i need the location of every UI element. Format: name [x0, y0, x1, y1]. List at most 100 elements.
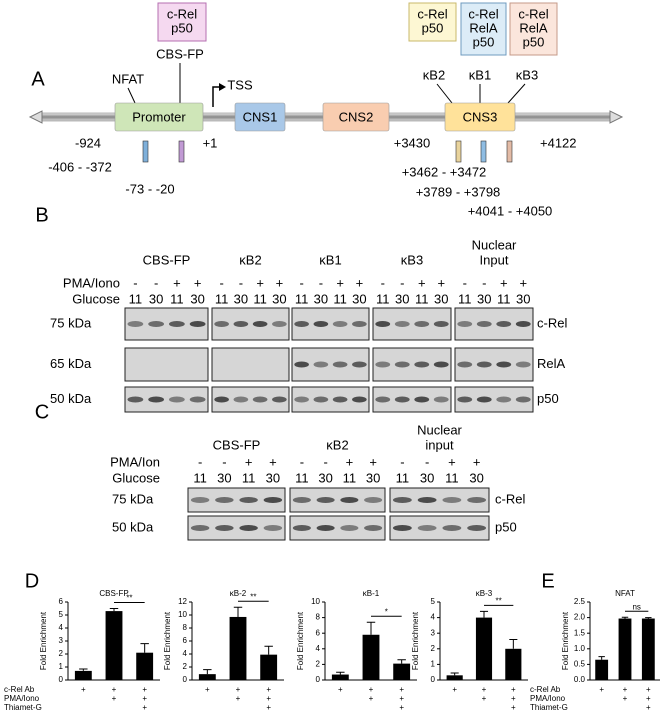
row-label: Glucose: [112, 470, 160, 485]
y-tick-label: 6: [183, 636, 188, 645]
pma-sign: -: [219, 275, 223, 290]
y-tick-label: 4: [316, 644, 321, 653]
group-label: Input: [480, 252, 509, 267]
treatment-mark: +: [236, 685, 241, 694]
pma-sign: -: [323, 454, 327, 469]
treatment-label: Thiamet-G: [4, 703, 42, 712]
y-axis-label: Fold Enrichment: [39, 611, 48, 670]
position-label: +4041 - +4050: [468, 203, 553, 218]
error-bar: [264, 645, 273, 655]
position-label: -924: [75, 135, 101, 150]
glucose-value: 30: [234, 291, 248, 306]
glucose-value: 30: [516, 291, 530, 306]
glucose-value: 30: [434, 291, 448, 306]
band: [148, 321, 165, 327]
band: [233, 321, 249, 327]
band: [214, 396, 229, 403]
pma-sign: -: [400, 275, 404, 290]
blot: [124, 347, 209, 382]
treatment-mark: +: [646, 685, 651, 694]
panel-label: A: [31, 68, 45, 90]
site-label: κB1: [469, 67, 491, 82]
treatment-mark: +: [646, 694, 651, 703]
glucose-value: 11: [497, 291, 511, 306]
band: [476, 321, 492, 327]
glucose-value: 30: [217, 470, 231, 485]
row-label: PMA/Iono: [63, 275, 120, 290]
error-bar: [621, 616, 629, 619]
band: [375, 321, 391, 327]
band: [352, 321, 367, 327]
bar: [475, 617, 493, 680]
band: [190, 497, 210, 503]
pma-sign: +: [437, 275, 445, 290]
y-tick-label: 8: [183, 623, 188, 632]
band: [414, 396, 430, 403]
y-axis-label: Fold Enrichment: [163, 611, 172, 670]
treatment-mark: +: [266, 694, 271, 703]
glucose-value: 30: [420, 470, 434, 485]
factor-box: [408, 2, 457, 42]
glucose-value: 11: [376, 291, 390, 306]
error-bar: [366, 621, 376, 635]
connector: [127, 87, 136, 104]
bar: [198, 674, 216, 680]
pma-sign: -: [319, 275, 323, 290]
pma-sign: -: [222, 454, 226, 469]
y-tick-label: 10: [178, 610, 187, 619]
error-bar: [79, 668, 88, 671]
y-tick-label: 5: [431, 597, 436, 606]
band: [239, 497, 258, 503]
glucose-value: 30: [190, 291, 204, 306]
band: [313, 321, 329, 327]
error-bar: [598, 656, 605, 660]
band: [148, 396, 165, 403]
pma-sign: +: [369, 454, 377, 469]
glucose-value: 30: [318, 470, 332, 485]
band: [263, 497, 283, 503]
y-tick-label: 3: [59, 636, 64, 645]
y-tick-label: 1: [431, 660, 436, 669]
site-label: TSS: [227, 77, 253, 92]
panel-label: D: [25, 570, 39, 592]
band: [433, 321, 449, 327]
treatment-label: c-Rel Ab: [4, 685, 35, 694]
treatment-mark: +: [399, 703, 404, 712]
error-bar: [233, 606, 243, 617]
band: [313, 361, 329, 368]
band: [433, 396, 449, 403]
band: [340, 497, 359, 503]
y-tick-label: 2.0: [574, 613, 586, 622]
glucose-value: 30: [352, 291, 366, 306]
connector: [436, 83, 453, 104]
position-label: -406 - -372: [48, 159, 112, 174]
band: [316, 497, 335, 503]
region-box: [114, 102, 204, 132]
pma-sign: -: [381, 275, 385, 290]
band: [189, 396, 206, 403]
treatment-mark: +: [482, 685, 487, 694]
panel-label: C: [35, 401, 49, 423]
pma-sign: +: [418, 275, 426, 290]
chart-title: κB-1: [363, 589, 380, 598]
band: [233, 396, 249, 403]
bar: [229, 616, 247, 680]
blot: [211, 347, 290, 382]
y-tick-label: 0.0: [574, 675, 586, 684]
band: [442, 525, 462, 531]
pma-sign: -: [239, 275, 243, 290]
y-tick-label: 8: [316, 613, 321, 622]
y-tick-label: 6: [316, 628, 321, 637]
treatment-mark: +: [81, 685, 86, 694]
band: [294, 321, 309, 327]
region-box: [234, 102, 286, 132]
pma-sign: -: [400, 454, 404, 469]
y-tick-label: 0: [431, 675, 436, 684]
band: [467, 525, 487, 531]
band: [364, 497, 383, 503]
band: [394, 321, 410, 327]
weight-label: 65 kDa: [50, 356, 92, 371]
band: [496, 361, 512, 368]
weight-label: 50 kDa: [50, 391, 92, 406]
treatment-mark: +: [142, 703, 147, 712]
